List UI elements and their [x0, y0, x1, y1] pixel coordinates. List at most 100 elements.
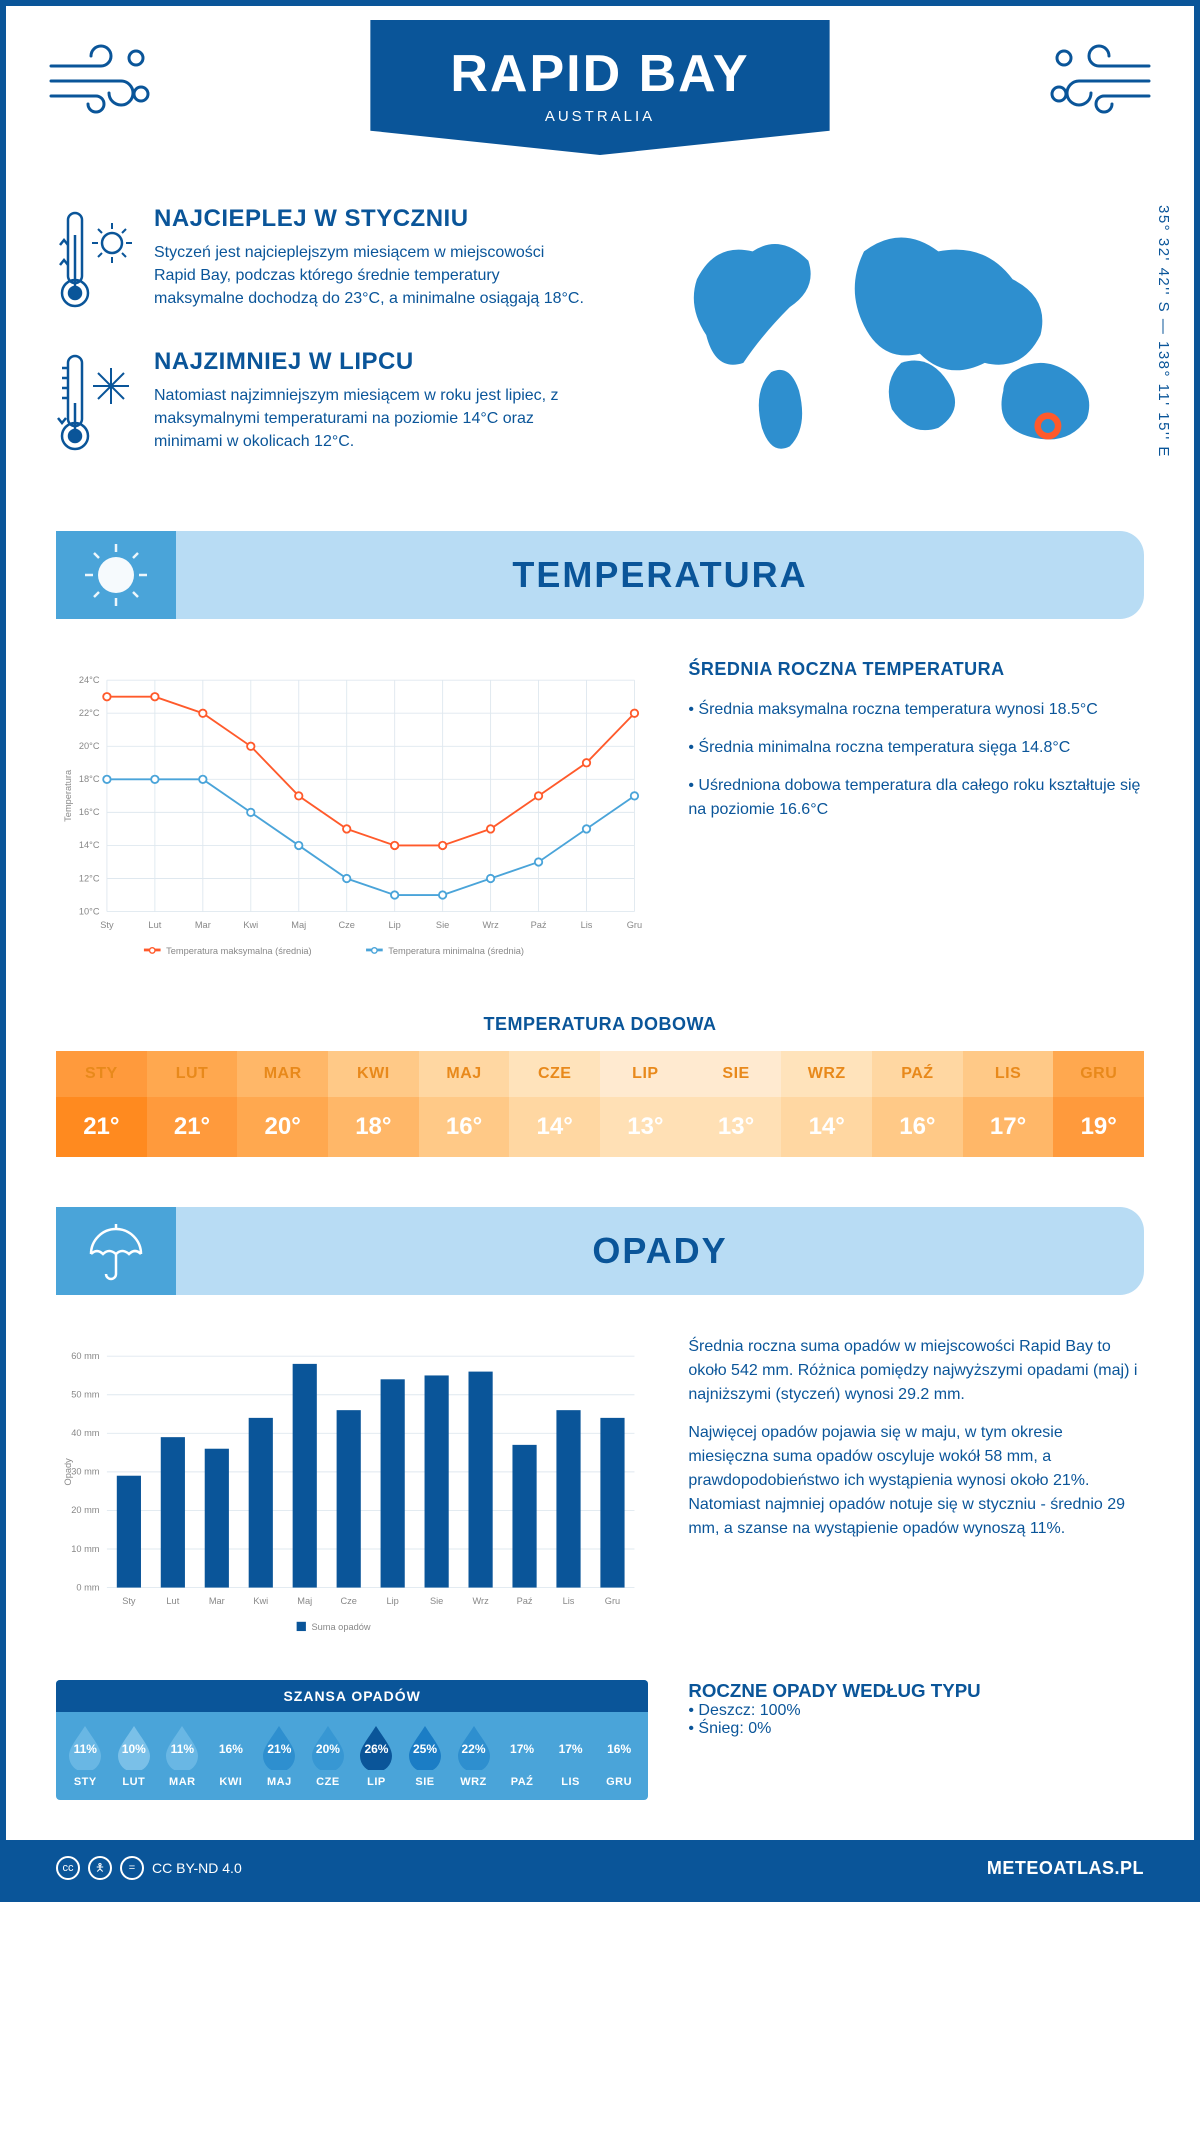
chance-drop: 22%WRZ: [450, 1724, 497, 1788]
svg-text:Lut: Lut: [148, 920, 161, 930]
svg-text:Temperatura: Temperatura: [63, 769, 73, 822]
svg-text:40 mm: 40 mm: [71, 1428, 100, 1438]
title-block: RAPID BAY AUSTRALIA: [370, 20, 829, 155]
svg-text:Maj: Maj: [291, 920, 306, 930]
temp-banner: TEMPERATURA: [56, 531, 1144, 619]
svg-text:0 mm: 0 mm: [76, 1582, 99, 1592]
svg-text:20°C: 20°C: [79, 741, 100, 751]
temp-col: KWI18°: [328, 1051, 419, 1157]
svg-text:Wrz: Wrz: [472, 1596, 489, 1606]
svg-text:Lis: Lis: [581, 920, 593, 930]
chance-drop: 16%KWI: [208, 1724, 255, 1788]
svg-text:Lis: Lis: [563, 1596, 575, 1606]
svg-text:Sie: Sie: [436, 920, 449, 930]
svg-text:Gru: Gru: [627, 920, 642, 930]
svg-text:Mar: Mar: [195, 920, 211, 930]
svg-text:60 mm: 60 mm: [71, 1351, 100, 1361]
svg-text:Lip: Lip: [386, 1596, 398, 1606]
temp-col: MAR20°: [237, 1051, 328, 1157]
temp-chart: 10°C 12°C 14°C 16°C 18°C 20°C 22°C 24°C Sty Lut Ma…: [56, 659, 648, 984]
precip-type-title: ROCZNE OPADY WEDŁUG TYPU: [688, 1680, 1144, 1702]
temp-title: TEMPERATURA: [176, 554, 1144, 596]
precip-chart: 0 mm10 mm20 mm30 mm40 mm50 mm60 mmOpadyS…: [56, 1335, 648, 1660]
temp-daily-title: TEMPERATURA DOBOWA: [56, 1014, 1144, 1035]
temp-col: SIE13°: [691, 1051, 782, 1157]
svg-text:10 mm: 10 mm: [71, 1544, 100, 1554]
chance-drop: 16%GRU: [596, 1724, 643, 1788]
svg-text:50 mm: 50 mm: [71, 1390, 100, 1400]
svg-text:18°C: 18°C: [79, 774, 100, 784]
temp-col: STY21°: [56, 1051, 147, 1157]
chance-drop: 17%PAŹ: [499, 1724, 546, 1788]
page-subtitle: AUSTRALIA: [450, 108, 749, 125]
umbrella-icon: [56, 1207, 176, 1295]
warmest-title: NAJCIEPLEJ W STYCZNIU: [154, 205, 584, 233]
cc-icon: cc: [56, 1856, 80, 1880]
svg-text:Opady: Opady: [63, 1458, 73, 1486]
page-title: RAPID BAY: [450, 44, 749, 104]
svg-text:Cze: Cze: [340, 1596, 356, 1606]
svg-text:10°C: 10°C: [79, 906, 100, 916]
chance-drop: 26%LIP: [353, 1724, 400, 1788]
chance-box: SZANSA OPADÓW 11%STY10%LUT11%MAR16%KWI21…: [56, 1680, 648, 1800]
temp-col: LUT21°: [147, 1051, 238, 1157]
svg-text:Gru: Gru: [605, 1596, 620, 1606]
temp-col: GRU19°: [1053, 1051, 1144, 1157]
precip-type-l1: • Deszcz: 100%: [688, 1702, 1144, 1720]
precip-type: ROCZNE OPADY WEDŁUG TYPU • Deszcz: 100% …: [688, 1680, 1144, 1738]
sun-icon: [56, 531, 176, 619]
svg-text:Temperatura minimalna (średnia: Temperatura minimalna (średnia): [388, 946, 524, 956]
nd-icon: =: [120, 1856, 144, 1880]
svg-text:16°C: 16°C: [79, 807, 100, 817]
temp-col: WRZ14°: [781, 1051, 872, 1157]
svg-text:Maj: Maj: [297, 1596, 312, 1606]
chance-title: SZANSA OPADÓW: [56, 1680, 648, 1712]
chance-drop: 21%MAJ: [256, 1724, 303, 1788]
svg-text:Sty: Sty: [100, 920, 114, 930]
svg-text:Kwi: Kwi: [253, 1596, 268, 1606]
svg-text:Mar: Mar: [209, 1596, 225, 1606]
svg-text:Sty: Sty: [122, 1596, 136, 1606]
chance-drop: 10%LUT: [111, 1724, 158, 1788]
coordinates: 35° 32' 42'' S — 138° 11' 15'' E: [1155, 205, 1172, 458]
svg-text:Suma opadów: Suma opadów: [311, 1622, 370, 1632]
svg-text:20 mm: 20 mm: [71, 1505, 100, 1515]
svg-text:Lut: Lut: [166, 1596, 179, 1606]
chance-drop: 11%STY: [62, 1724, 109, 1788]
temp-summary-b1: • Średnia maksymalna roczna temperatura …: [688, 698, 1144, 722]
precip-title: OPADY: [176, 1230, 1144, 1272]
precip-p2: Najwięcej opadów pojawia się w maju, w t…: [688, 1421, 1144, 1541]
svg-text:Lip: Lip: [388, 920, 400, 930]
temp-daily-table: TEMPERATURA DOBOWA STY21°LUT21°MAR20°KWI…: [6, 1014, 1194, 1207]
precip-banner: OPADY: [56, 1207, 1144, 1295]
precip-p1: Średnia roczna suma opadów w miejscowośc…: [688, 1335, 1144, 1407]
warmest-fact: NAJCIEPLEJ W STYCZNIU Styczeń jest najci…: [56, 205, 610, 320]
by-icon: 🯅: [88, 1856, 112, 1880]
precip-summary: Średnia roczna suma opadów w miejscowośc…: [688, 1335, 1144, 1660]
svg-text:Paź: Paź: [531, 920, 547, 930]
temp-col: LIS17°: [963, 1051, 1054, 1157]
svg-text:24°C: 24°C: [79, 675, 100, 685]
chance-drop: 11%MAR: [159, 1724, 206, 1788]
coldest-fact: NAJZIMNIEJ W LIPCU Natomiast najzimniejs…: [56, 348, 610, 463]
world-map: [640, 205, 1144, 465]
svg-text:Temperatura maksymalna (średni: Temperatura maksymalna (średnia): [166, 946, 311, 956]
svg-text:14°C: 14°C: [79, 840, 100, 850]
intro-section: NAJCIEPLEJ W STYCZNIU Styczeń jest najci…: [6, 205, 1194, 531]
site-name: METEOATLAS.PL: [987, 1858, 1144, 1879]
svg-text:Cze: Cze: [338, 920, 354, 930]
warmest-text: Styczeń jest najcieplejszym miesiącem w …: [154, 241, 584, 311]
svg-text:Paź: Paź: [517, 1596, 533, 1606]
chance-drop: 25%SIE: [402, 1724, 449, 1788]
chance-drop: 20%CZE: [305, 1724, 352, 1788]
footer: cc 🯅 = CC BY-ND 4.0 METEOATLAS.PL: [6, 1840, 1194, 1896]
svg-text:22°C: 22°C: [79, 708, 100, 718]
svg-text:12°C: 12°C: [79, 873, 100, 883]
svg-text:Kwi: Kwi: [243, 920, 258, 930]
svg-text:Wrz: Wrz: [482, 920, 499, 930]
temp-col: MAJ16°: [419, 1051, 510, 1157]
temp-summary-b3: • Uśredniona dobowa temperatura dla całe…: [688, 774, 1144, 822]
temp-summary-title: ŚREDNIA ROCZNA TEMPERATURA: [688, 659, 1144, 680]
temp-col: LIP13°: [600, 1051, 691, 1157]
temp-col: CZE14°: [509, 1051, 600, 1157]
